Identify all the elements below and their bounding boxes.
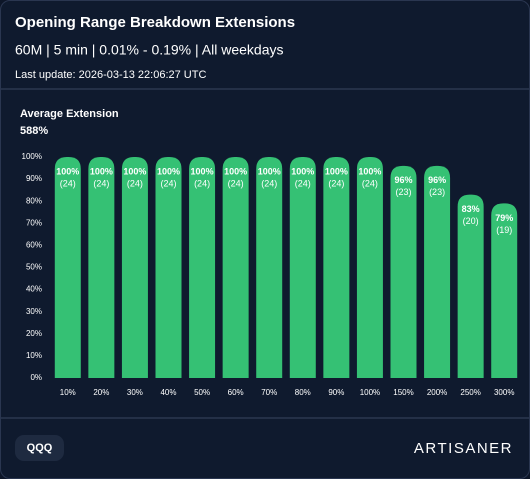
value-label: 100% [358,166,381,176]
count-label: (24) [261,178,277,188]
title: Opening Range Breakdown Extensions [15,14,295,31]
count-label: (24) [60,178,76,188]
y-tick-label: 50% [26,263,42,272]
count-label: (24) [194,178,210,188]
x-tick-label: 10% [60,388,76,397]
count-label: (19) [496,225,512,235]
value-label: 100% [56,166,79,176]
y-tick-label: 0% [30,373,42,382]
value-label: 100% [123,166,146,176]
count-label: (24) [328,178,344,188]
bar [88,157,115,378]
value-label: 83% [462,204,480,214]
count-label: (20) [463,216,479,226]
value-label: 100% [191,166,214,176]
bar [356,157,383,378]
count-label: (23) [429,187,445,197]
value-label: 100% [291,166,314,176]
x-tick-label: 60% [228,388,244,397]
bar [189,157,216,378]
y-tick-label: 90% [26,174,42,183]
value-label: 79% [495,213,513,223]
y-tick-label: 40% [26,285,42,294]
x-tick-label: 100% [360,388,380,397]
x-tick-label: 30% [127,388,143,397]
last-update: Last update: 2026-03-13 22:06:27 UTC [15,69,206,81]
x-tick-label: 70% [261,388,277,397]
value-label: 100% [224,166,247,176]
bar [54,157,81,378]
x-tick-label: 20% [93,388,109,397]
value-label: 100% [325,166,348,176]
y-tick-label: 100% [22,152,42,161]
bar [256,157,283,378]
bar [457,194,484,378]
bar [323,157,350,378]
x-tick-label: 90% [328,388,344,397]
brand: ARTISANER [414,440,513,457]
value-label: 100% [157,166,180,176]
bar [289,157,316,378]
bar [491,203,518,378]
bar [390,165,417,378]
bar [222,157,249,378]
chart-title: Average Extension [20,108,119,120]
ticker[interactable]: QQQ [27,442,53,454]
chart-subtitle: 588% [20,125,48,137]
y-tick-label: 20% [26,329,42,338]
value-label: 96% [428,175,446,185]
value-label: 100% [90,166,113,176]
x-tick-label: 200% [427,388,447,397]
count-label: (24) [93,178,109,188]
bar [155,157,182,378]
count-label: (24) [295,178,311,188]
y-tick-label: 30% [26,307,42,316]
value-label: 100% [258,166,281,176]
value-label: 96% [394,175,412,185]
x-tick-label: 250% [460,388,480,397]
x-tick-label: 80% [295,388,311,397]
count-label: (24) [228,178,244,188]
bar [424,165,451,378]
y-tick-label: 70% [26,218,42,227]
ticker-button[interactable] [15,435,64,461]
count-label: (24) [160,178,176,188]
y-tick-label: 60% [26,241,42,250]
bar [121,157,148,378]
x-tick-label: 150% [393,388,413,397]
x-tick-label: 40% [160,388,176,397]
count-label: (24) [127,178,143,188]
count-label: (23) [395,187,411,197]
y-tick-label: 80% [26,196,42,205]
x-tick-label: 300% [494,388,514,397]
subtitle: 60M | 5 min | 0.01% - 0.19% | All weekda… [15,42,283,58]
count-label: (24) [362,178,378,188]
x-tick-label: 50% [194,388,210,397]
y-tick-label: 10% [26,351,42,360]
